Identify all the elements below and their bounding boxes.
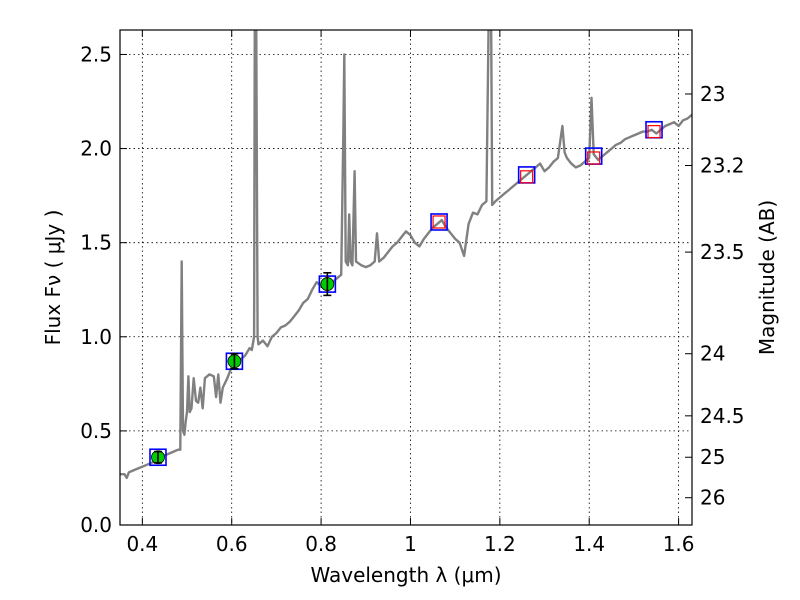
tick-layer: 0.4 0.6 0.8 1 1.2 1.4 1.6 0.0 0.5 1.0 1.5 2.0 2.5 23 2… [80,30,745,556]
model-photometry-square [149,448,167,467]
x-tick-label: 1 [404,532,417,556]
plot-frame [119,29,693,526]
y-tick-label: 0.0 [80,513,112,537]
mag-tick-label: 23.2 [700,154,745,178]
predicted-photometry-square [647,125,661,139]
mag-tick-label: 25 [700,445,725,469]
mag-tick-label: 23 [700,82,725,106]
predicted-photometry-square [520,170,534,184]
x-axis-label: Wavelength λ (μm) [310,563,501,587]
y-tick-label: 2.5 [80,42,112,66]
y-tick-label: 2.0 [80,137,112,161]
x-tick-label: 1.6 [663,532,695,556]
right-axis-label: Magnitude (AB) [755,200,779,355]
spectrum-line [120,30,692,480]
y-tick-label: 1.0 [80,325,112,349]
model-photometry-square [430,213,448,231]
mag-tick-label: 26 [700,486,725,510]
y-axis-label: Flux Fν ( μJy ) [41,210,65,346]
series-layer [120,30,692,480]
x-tick-label: 1.2 [484,532,516,556]
x-tick-label: 1.4 [573,532,605,556]
predicted-photometry-square [587,151,601,165]
mag-tick-label: 24.5 [700,404,745,428]
y-tick-label: 0.5 [80,419,112,443]
x-tick-label: 0.6 [216,532,248,556]
mag-tick-label: 23.5 [700,240,745,264]
markers-layer [149,120,663,467]
mag-tick-label: 24 [700,342,725,366]
x-tick-label: 0.4 [126,532,158,556]
grid-layer [120,30,692,525]
y-tick-label: 1.5 [80,231,112,255]
predicted-photometry-square [432,215,446,229]
x-tick-label: 0.8 [305,532,337,556]
